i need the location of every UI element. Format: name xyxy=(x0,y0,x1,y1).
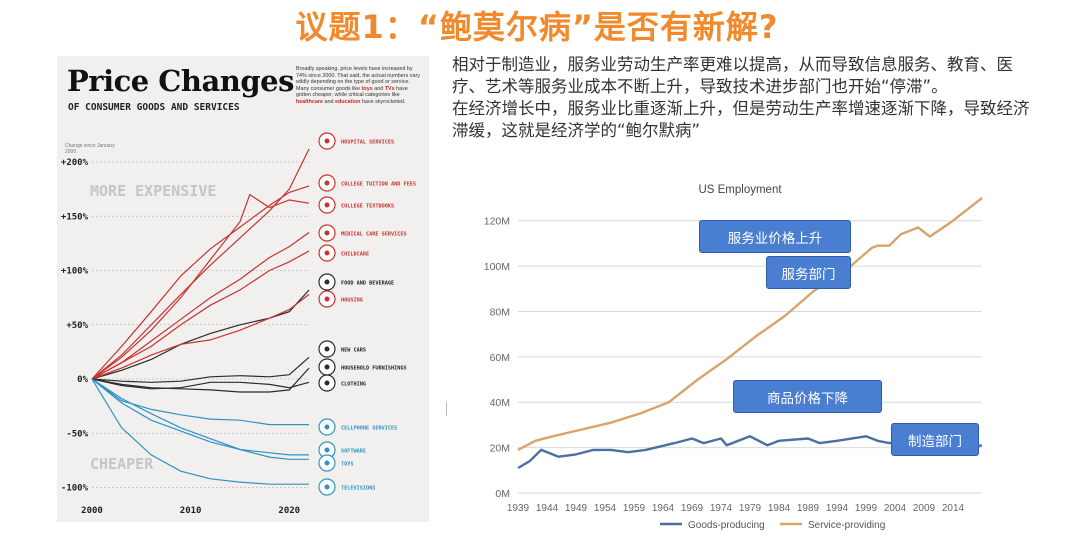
category-icon-dot xyxy=(324,346,330,352)
us-y-tick-label: 60M xyxy=(490,352,510,364)
category-label-childcare: CHILDCARE xyxy=(341,252,369,258)
us-x-tick-label: 1994 xyxy=(826,503,849,514)
price-series-line-toys xyxy=(91,378,309,460)
divider xyxy=(446,402,447,416)
price-changes-panel: +200% +150% +100% +50% 0% -50% -100% 2000 2010 20… xyxy=(57,56,429,522)
us-x-tick-label: 1974 xyxy=(710,503,733,514)
us-x-tick-label: 1959 xyxy=(623,503,646,514)
category-label-college-tuition-and-fees: COLLEGE TUITION AND FEES xyxy=(341,182,416,188)
paragraph-2: 在经济增长中，服务业比重逐渐上升，但是劳动生产率增速逐渐下降，导致经济滞缓，这就… xyxy=(452,99,1030,140)
category-icon-dot xyxy=(324,296,330,302)
price-y-tick-label: -100% xyxy=(61,484,89,494)
category-label-college-textbooks: COLLEGE TEXTBOOKS xyxy=(341,204,394,210)
price-series-line-medical-care-services xyxy=(91,232,310,380)
price-series-line-software xyxy=(91,378,309,456)
category-label-new-cars: NEW CARS xyxy=(341,348,366,354)
callout-service-sector: 服务部门 xyxy=(766,256,851,289)
price-x-tick-label: 2000 xyxy=(81,506,103,516)
category-label-household-furnishings: HOUSEHOLD FURNISHINGS xyxy=(341,366,407,372)
category-icon-dot xyxy=(324,279,330,285)
us-y-tick-label: 100M xyxy=(484,261,510,273)
paragraph-1: 相对于制造业，服务业劳动生产率更难以提高，从而导致信息服务、教育、医疗、艺术等服… xyxy=(452,55,1013,96)
page-title: 议题1：“鲍莫尔病”是否有新解? xyxy=(295,8,779,46)
us-x-tick-label: 1989 xyxy=(797,503,820,514)
us-x-tick-label: 2009 xyxy=(913,503,936,514)
category-label-cellphone-services: CELLPHONE SERVICES xyxy=(341,426,397,432)
us-y-tick-label: 40M xyxy=(490,397,510,409)
category-icon-dot xyxy=(324,180,330,186)
price-y-tick-label: 0% xyxy=(77,375,88,385)
us-y-tick-label: 20M xyxy=(490,443,510,455)
category-icon-dot xyxy=(324,380,330,386)
callout-goods-price: 商品价格下降 xyxy=(733,380,882,413)
callout-manufacturing: 制造部门 xyxy=(891,423,979,456)
price-series-line-college-tuition-and-fees xyxy=(91,185,310,380)
category-icon-dot xyxy=(324,447,330,453)
category-icon-dot xyxy=(324,424,330,430)
category-label-housing: HOUSING xyxy=(341,298,363,304)
price-chart-subtitle: OF CONSUMER GOODS AND SERVICES xyxy=(68,102,240,113)
more-expensive-label: MORE EXPENSIVE xyxy=(90,182,216,200)
price-series-line-televisions xyxy=(91,378,309,485)
us-x-tick-label: 1944 xyxy=(536,503,559,514)
us-y-tick-label: 120M xyxy=(484,216,510,228)
us-x-tick-label: 1939 xyxy=(507,503,530,514)
price-series-line-clothing xyxy=(91,378,310,390)
us-x-tick-label: 2004 xyxy=(884,503,907,514)
explanation-text: 相对于制造业，服务业劳动生产率更难以提高，从而导致信息服务、教育、医疗、艺术等服… xyxy=(452,54,1032,142)
price-x-tick-label: 2010 xyxy=(180,506,202,516)
category-label-food-and-beverage: FOOD AND BEVERAGE xyxy=(341,281,394,287)
category-label-hospital-services: HOSPITAL SERVICES xyxy=(341,140,394,146)
price-series-line-childcare xyxy=(91,250,310,380)
category-label-medical-care-services: MEDICAL CARE SERVICES xyxy=(341,232,407,238)
price-series-line-college-textbooks xyxy=(91,193,310,380)
us-x-tick-label: 1999 xyxy=(855,503,878,514)
price-y-tick-label: +100% xyxy=(61,267,89,277)
category-icon-dot xyxy=(324,250,330,256)
price-series-line-housing xyxy=(91,293,310,380)
price-chart-blurb: Broadly speaking, price levels have incr… xyxy=(296,66,420,105)
category-icon-dot xyxy=(324,484,330,490)
us-y-tick-label: 80M xyxy=(490,306,510,318)
category-icon-dot xyxy=(324,202,330,208)
category-icon-dot xyxy=(324,364,330,370)
category-icon-dot xyxy=(324,138,330,144)
us-legend-label-goods-producing: Goods-producing xyxy=(688,520,765,531)
callout-service-price: 服务业价格上升 xyxy=(699,220,851,253)
category-icon-dot xyxy=(324,230,330,236)
us-chart-title: US Employment xyxy=(698,184,782,196)
price-y-tick-label: +200% xyxy=(61,158,89,168)
price-y-tick-label: +150% xyxy=(61,212,89,222)
category-label-software: SOFTWARE xyxy=(341,449,366,455)
price-chart-title: Price Changes xyxy=(67,64,294,98)
category-label-televisions: TELEVISIONS xyxy=(341,486,375,492)
price-series-line-household-furnishings xyxy=(91,367,310,393)
price-changes-chart: +200% +150% +100% +50% 0% -50% -100% 2000 2010 20… xyxy=(61,132,416,516)
category-label-clothing: CLOTHING xyxy=(341,382,366,388)
price-y-tick-label: -50% xyxy=(66,429,88,439)
us-series-line-service-providing xyxy=(517,197,983,451)
price-x-tick-label: 2020 xyxy=(278,506,300,516)
us-x-tick-label: 2014 xyxy=(942,503,965,514)
us-x-tick-label: 1949 xyxy=(565,503,588,514)
category-icon-dot xyxy=(324,460,330,466)
price-y-tick-label: +50% xyxy=(66,321,88,331)
us-legend-label-service-providing: Service-providing xyxy=(808,520,885,531)
category-label-toys: TOYS xyxy=(341,462,354,468)
us-x-tick-label: 1964 xyxy=(652,503,675,514)
cheaper-label: CHEAPER xyxy=(90,455,154,473)
us-x-tick-label: 1969 xyxy=(681,503,704,514)
us-x-tick-label: 1954 xyxy=(594,503,617,514)
price-series-line-food-and-beverage xyxy=(91,289,310,380)
price-series-line-new-cars xyxy=(91,356,310,383)
us-x-tick-label: 1979 xyxy=(739,503,762,514)
us-x-tick-label: 1984 xyxy=(768,503,791,514)
us-y-tick-label: 0M xyxy=(495,488,510,500)
price-chart-note: Change since January 2000 xyxy=(65,143,115,155)
